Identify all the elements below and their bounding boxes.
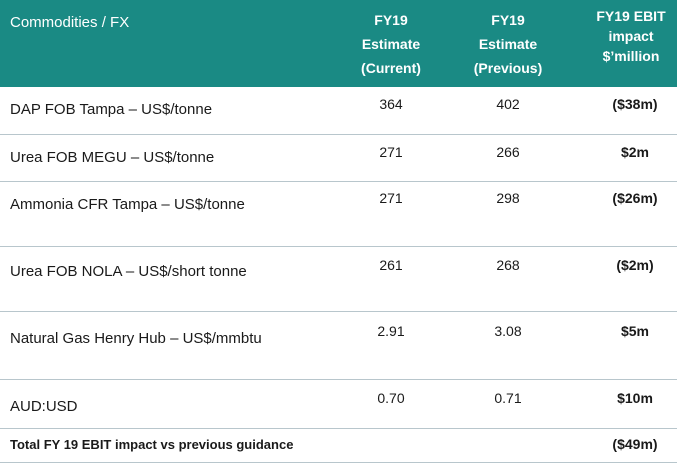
row-impact: ($2m)	[616, 257, 654, 273]
row-current: 271	[379, 190, 403, 206]
header-title: Commodities / FX	[10, 14, 130, 31]
row-previous: 298	[496, 190, 520, 206]
header-current-line2: Estimate	[361, 36, 421, 52]
table-row: Urea FOB NOLA – US$/short tonne 261 268 …	[0, 247, 677, 312]
header-current: FY19 Estimate (Current)	[351, 8, 431, 80]
row-impact: $5m	[620, 323, 650, 339]
row-current: 364	[379, 96, 403, 112]
header-impact-line1: FY19 EBIT	[596, 8, 666, 24]
table-row: Ammonia CFR Tampa – US$/tonne 271 298 ($…	[0, 182, 677, 247]
row-previous: 3.08	[494, 323, 522, 339]
table-row: Urea FOB MEGU – US$/tonne 271 266 $2m	[0, 135, 677, 182]
header-impact: FY19 EBIT impact $’million	[585, 6, 677, 66]
row-label: DAP FOB Tampa – US$/tonne	[10, 101, 213, 118]
row-label: Urea FOB NOLA – US$/short tonne	[10, 263, 247, 280]
table-row: AUD:USD 0.70 0.71 $10m	[0, 380, 677, 429]
header-previous-line2: Estimate	[478, 36, 538, 52]
row-previous: 402	[496, 96, 520, 112]
row-current: 0.70	[377, 390, 405, 406]
row-previous: 268	[496, 257, 520, 273]
header-impact-line3: $’million	[602, 48, 660, 64]
row-label: Natural Gas Henry Hub – US$/mmbtu	[10, 330, 262, 347]
row-label: AUD:USD	[10, 398, 78, 415]
header-current-line1: FY19	[374, 12, 408, 28]
row-label: Ammonia CFR Tampa – US$/tonne	[10, 196, 245, 213]
total-label: Total FY 19 EBIT impact vs previous guid…	[10, 437, 294, 452]
row-impact: ($26m)	[612, 190, 658, 206]
header-current-line3: (Current)	[361, 60, 421, 76]
table-row: Natural Gas Henry Hub – US$/mmbtu 2.91 3…	[0, 312, 677, 380]
header-previous-line3: (Previous)	[473, 60, 543, 76]
row-previous: 0.71	[494, 390, 522, 406]
row-previous: 266	[496, 144, 520, 160]
row-current: 261	[379, 257, 403, 273]
total-row: Total FY 19 EBIT impact vs previous guid…	[0, 429, 677, 463]
row-current: 2.91	[377, 323, 405, 339]
total-impact: ($49m)	[612, 436, 658, 452]
header-impact-line2: impact	[608, 28, 654, 44]
row-current: 271	[379, 144, 403, 160]
header-previous: FY19 Estimate (Previous)	[468, 8, 548, 80]
row-label: Urea FOB MEGU – US$/tonne	[10, 149, 215, 166]
table-row: DAP FOB Tampa – US$/tonne 364 402 ($38m)	[0, 87, 677, 135]
row-impact: ($38m)	[612, 96, 658, 112]
header-previous-line1: FY19	[491, 12, 525, 28]
row-impact: $2m	[620, 144, 650, 160]
row-impact: $10m	[617, 390, 653, 406]
table-header: Commodities / FX FY19 Estimate (Current)…	[0, 0, 677, 87]
